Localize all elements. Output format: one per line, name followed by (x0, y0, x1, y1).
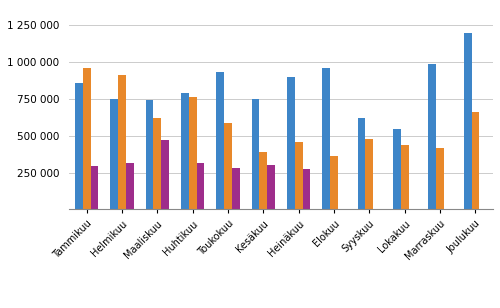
Bar (196, 163, 204, 209)
Bar (358, 118, 366, 209)
Bar (181, 93, 189, 209)
Bar (146, 100, 154, 209)
Bar (268, 165, 275, 209)
Bar (75, 83, 83, 209)
Bar (295, 142, 302, 209)
Bar (162, 140, 169, 209)
Bar (436, 148, 444, 209)
Bar (287, 77, 295, 209)
Bar (216, 72, 224, 209)
Bar (154, 118, 162, 209)
Bar (224, 123, 232, 209)
Bar (302, 169, 310, 209)
Bar (401, 145, 408, 209)
Bar (472, 111, 480, 209)
Bar (464, 33, 471, 209)
Bar (330, 156, 338, 209)
Bar (118, 75, 126, 209)
Bar (90, 166, 98, 209)
Bar (366, 140, 374, 209)
Bar (126, 163, 134, 209)
Bar (260, 152, 268, 209)
Bar (428, 64, 436, 209)
Bar (393, 129, 401, 209)
Bar (252, 99, 260, 209)
Bar (110, 99, 118, 209)
Bar (189, 97, 196, 209)
Bar (83, 68, 90, 209)
Bar (322, 68, 330, 209)
Bar (232, 168, 239, 209)
